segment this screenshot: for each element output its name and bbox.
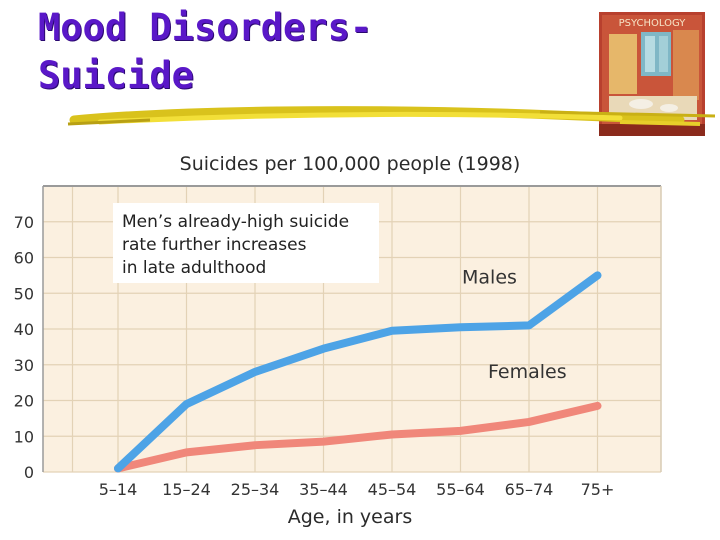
x-tick-label: 25–34 — [231, 480, 280, 499]
x-tick-label: 5–14 — [99, 480, 138, 499]
annotation-line: in late adulthood — [122, 258, 266, 278]
y-tick-label: 10 — [14, 427, 34, 446]
series-label-males: Males — [462, 266, 517, 288]
x-tick-label: 75+ — [581, 480, 615, 499]
y-tick-label: 50 — [14, 284, 34, 303]
x-tick-label: 15–24 — [162, 480, 211, 499]
book-cover-title: PSYCHOLOGY — [619, 18, 687, 29]
y-tick-label: 30 — [14, 356, 34, 375]
slide-title-line-1: Mood Disorders- — [38, 6, 373, 49]
x-axis-label: Age, in years — [288, 506, 412, 528]
book-cover-image: PSYCHOLOGY — [599, 12, 705, 136]
chart-title: Suicides per 100,000 people (1998) — [180, 153, 521, 175]
slide-title: Mood Disorders- Suicide — [38, 4, 578, 100]
x-tick-label: 65–74 — [505, 480, 554, 499]
x-tick-label: 35–44 — [299, 480, 348, 499]
slide-title-line-2: Suicide — [38, 54, 194, 97]
annotation-box: Men’s already-high suicide rate further i… — [113, 203, 379, 283]
y-tick-label: 60 — [14, 249, 34, 268]
series-lines — [114, 271, 602, 473]
y-tick-label: 70 — [14, 213, 34, 232]
annotation-line: Men’s already-high suicide — [122, 212, 349, 232]
x-tick-label: 45–54 — [368, 480, 417, 499]
title-underline — [67, 106, 716, 126]
suicide-rate-chart: Suicides per 100,000 people (1998) 0 10 20… — [14, 153, 662, 528]
y-tick-label: 40 — [14, 320, 34, 339]
y-tick-label: 20 — [14, 392, 34, 411]
x-axis-ticks: 5–14 15–24 25–34 35–44 45–54 55–64 65–74 75+ — [99, 480, 615, 499]
annotation-line: rate further increases — [122, 235, 307, 255]
series-label-females: Females — [488, 361, 567, 383]
annotation-background — [113, 203, 379, 283]
y-tick-label: 0 — [24, 463, 34, 482]
gridlines — [42, 185, 662, 473]
series-line-males — [114, 271, 602, 473]
y-axis-ticks: 0 10 20 30 40 50 60 70 — [14, 213, 34, 482]
x-tick-label: 55–64 — [436, 480, 485, 499]
series-line-females — [114, 401, 602, 473]
